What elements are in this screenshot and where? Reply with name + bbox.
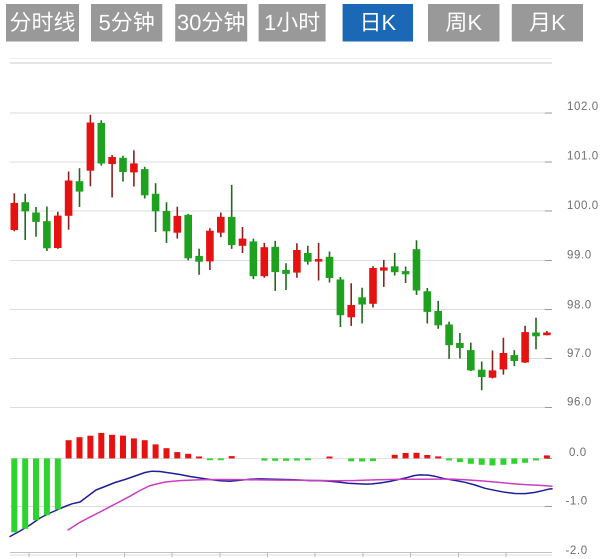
svg-text:-2.0: -2.0	[566, 545, 588, 557]
svg-text:101.0: 101.0	[567, 151, 599, 163]
svg-text:-1.0: -1.0	[566, 496, 588, 508]
svg-text:97.0: 97.0	[567, 348, 592, 360]
svg-text:98.0: 98.0	[567, 299, 592, 311]
svg-text:99.0: 99.0	[567, 250, 592, 262]
svg-text:102.0: 102.0	[567, 101, 599, 113]
svg-text:100.0: 100.0	[567, 200, 599, 212]
svg-text:0.0: 0.0	[569, 447, 587, 459]
svg-text:96.0: 96.0	[567, 397, 592, 409]
